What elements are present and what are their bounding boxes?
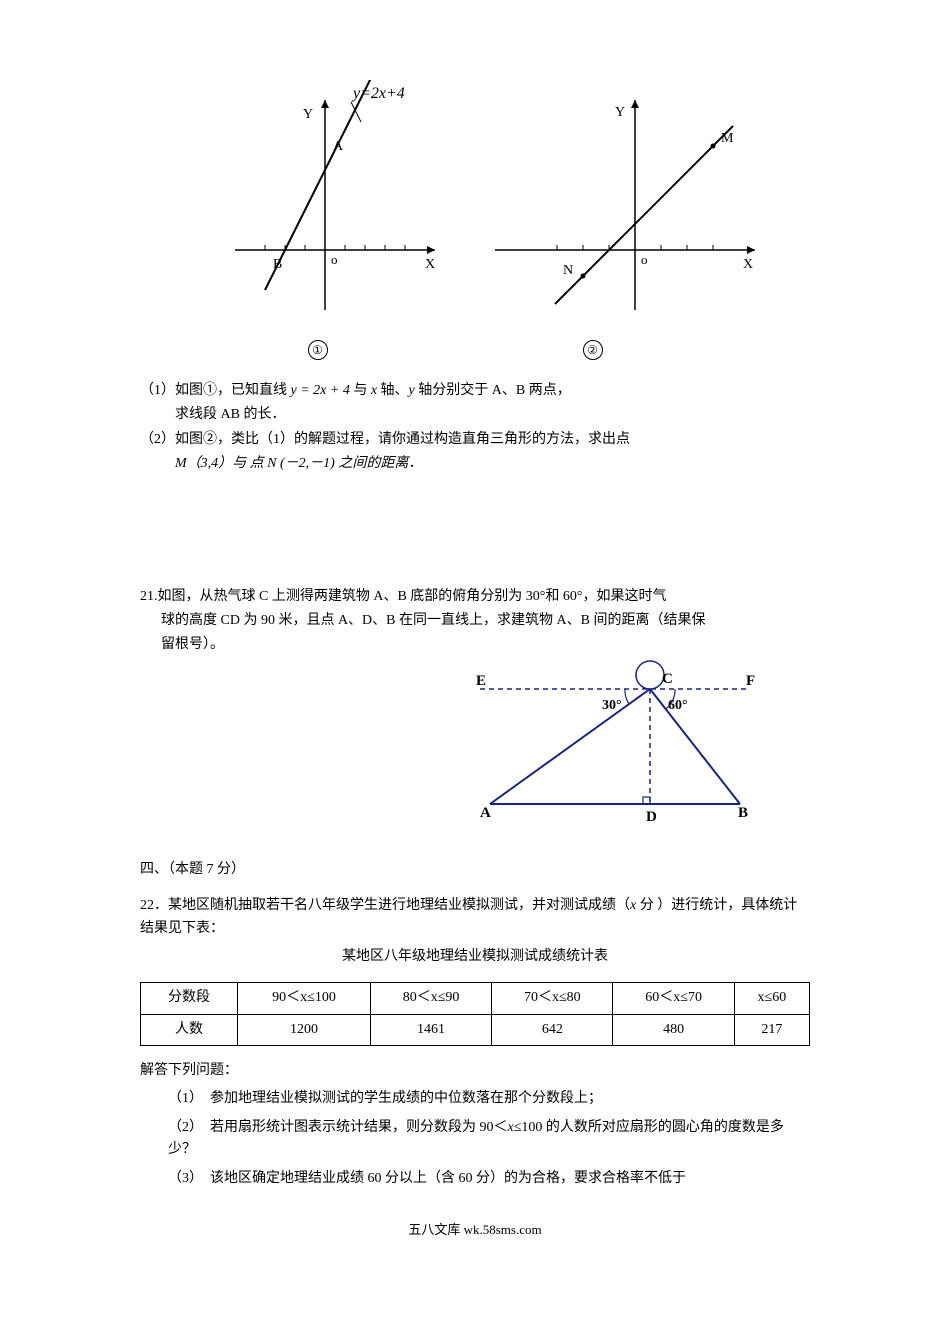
q21-A: A	[480, 805, 491, 821]
q22-num: 22．	[140, 898, 168, 913]
figure-captions: ① ②	[140, 340, 810, 360]
q21-line2: 球的高度 CD 为 90 米，且点 A、D、B 在同一直线上，求建筑物 A、B …	[140, 610, 810, 632]
q22-a2: （2） 若用扇形统计图表示统计结果，则分数段为 90＜x≤100 的人数所对应扇…	[140, 1117, 810, 1162]
q21-60: 60°	[668, 698, 688, 713]
q21-line1: 如图，从热气球 C 上测得两建筑物 A、B 底部的俯角分别为 30°和 60°，…	[158, 589, 667, 604]
fig2-label-N: N	[563, 263, 573, 278]
th-2: 80＜x≤90	[370, 983, 491, 1014]
q21-C: C	[662, 671, 673, 687]
figure-1: Y y=2x+4 A B o X	[185, 80, 445, 320]
section4-head: 四、（本题 7 分）	[140, 859, 810, 881]
q22-table: 分数段 90＜x≤100 80＜x≤90 70＜x≤80 60＜x≤70 x≤6…	[140, 982, 810, 1046]
q20-1b: 与	[350, 383, 371, 398]
cell-4: 480	[613, 1014, 734, 1045]
q20-1c: 轴、	[377, 383, 409, 398]
row-label: 人数	[141, 1014, 238, 1045]
fig1-eq: y=2x+4	[351, 85, 405, 102]
fig2-label-X: X	[743, 257, 753, 272]
q22-answers: 解答下列问题： （1） 参加地理结业模拟测试的学生成绩的中位数落在那个分数段上；…	[140, 1060, 810, 1190]
table-row: 人数 1200 1461 642 480 217	[141, 1014, 810, 1045]
q20-1d: 轴分别交于 A、B 两点，	[415, 383, 571, 398]
q20-1e: 求线段 AB 的长．	[140, 404, 810, 426]
q22-intro1: 某地区随机抽取若干名八年级学生进行地理结业模拟测试，并对测试成绩（	[168, 898, 630, 913]
table-row: 分数段 90＜x≤100 80＜x≤90 70＜x≤80 60＜x≤70 x≤6…	[141, 983, 810, 1014]
th-4: 60＜x≤70	[613, 983, 734, 1014]
q22-table-title: 某地区八年级地理结业模拟测试成绩统计表	[140, 946, 810, 968]
q21-B: B	[738, 805, 748, 821]
q21-D: D	[646, 809, 657, 825]
fig1-caption: ①	[308, 340, 328, 360]
fig1-label-B: B	[273, 257, 282, 272]
q22-ans-head: 解答下列问题：	[140, 1060, 810, 1082]
th-5: x≤60	[734, 983, 809, 1014]
cell-2: 1461	[370, 1014, 491, 1045]
th-1: 90＜x≤100	[238, 983, 371, 1014]
fig1-label-Y: Y	[303, 107, 313, 122]
fig1-label-X: X	[425, 257, 435, 272]
fig1-label-o: o	[331, 252, 338, 267]
figure-2: Y M N o X	[485, 80, 765, 320]
q21-30: 30°	[602, 698, 622, 713]
page-footer: 五八文库 wk.58sms.com	[140, 1220, 810, 1241]
q22-intro: 22．某地区随机抽取若干名八年级学生进行地理结业模拟测试，并对测试成绩（x 分 …	[140, 895, 810, 940]
fig2-label-o: o	[641, 252, 648, 267]
q21-figure: E C F A B D 30° 60°	[450, 649, 770, 829]
q21-num: 21.	[140, 589, 158, 604]
q20-2b: M（3,4）与 点 N (－2,－1) 之间的距离．	[175, 456, 422, 471]
figures-row: Y y=2x+4 A B o X Y M N o X	[140, 80, 810, 320]
q21-F: F	[746, 673, 755, 689]
q20-1eq: y = 2x + 4	[291, 383, 350, 398]
q21-block: 21.如图，从热气球 C 上测得两建筑物 A、B 底部的俯角分别为 30°和 6…	[140, 586, 810, 829]
cell-1: 1200	[238, 1014, 371, 1045]
q22-a1: （1） 参加地理结业模拟测试的学生成绩的中位数落在那个分数段上；	[140, 1088, 810, 1110]
fig1-label-A: A	[333, 139, 344, 154]
q21-E: E	[476, 673, 486, 689]
q22-a2a: （2） 若用扇形统计图表示统计结果，则分数段为 90＜	[168, 1120, 508, 1135]
q20-2a: （2）如图②，类比（1）的解题过程，请你通过构造直角三角形的方法，求出点	[140, 429, 810, 451]
fig2-label-M: M	[721, 131, 734, 146]
q20-1a: （1）如图①，已知直线	[140, 383, 291, 398]
cell-5: 217	[734, 1014, 809, 1045]
fig2-caption: ②	[583, 340, 603, 360]
q20-text: （1）如图①，已知直线 y = 2x + 4 与 x 轴、y 轴分别交于 A、B…	[140, 380, 810, 476]
th-seg: 分数段	[141, 983, 238, 1014]
q22-a3: （3） 该地区确定地理结业成绩 60 分以上（含 60 分）的为合格，要求合格率…	[140, 1168, 810, 1190]
th-3: 70＜x≤80	[492, 983, 613, 1014]
cell-3: 642	[492, 1014, 613, 1045]
fig2-label-Y: Y	[615, 105, 625, 120]
